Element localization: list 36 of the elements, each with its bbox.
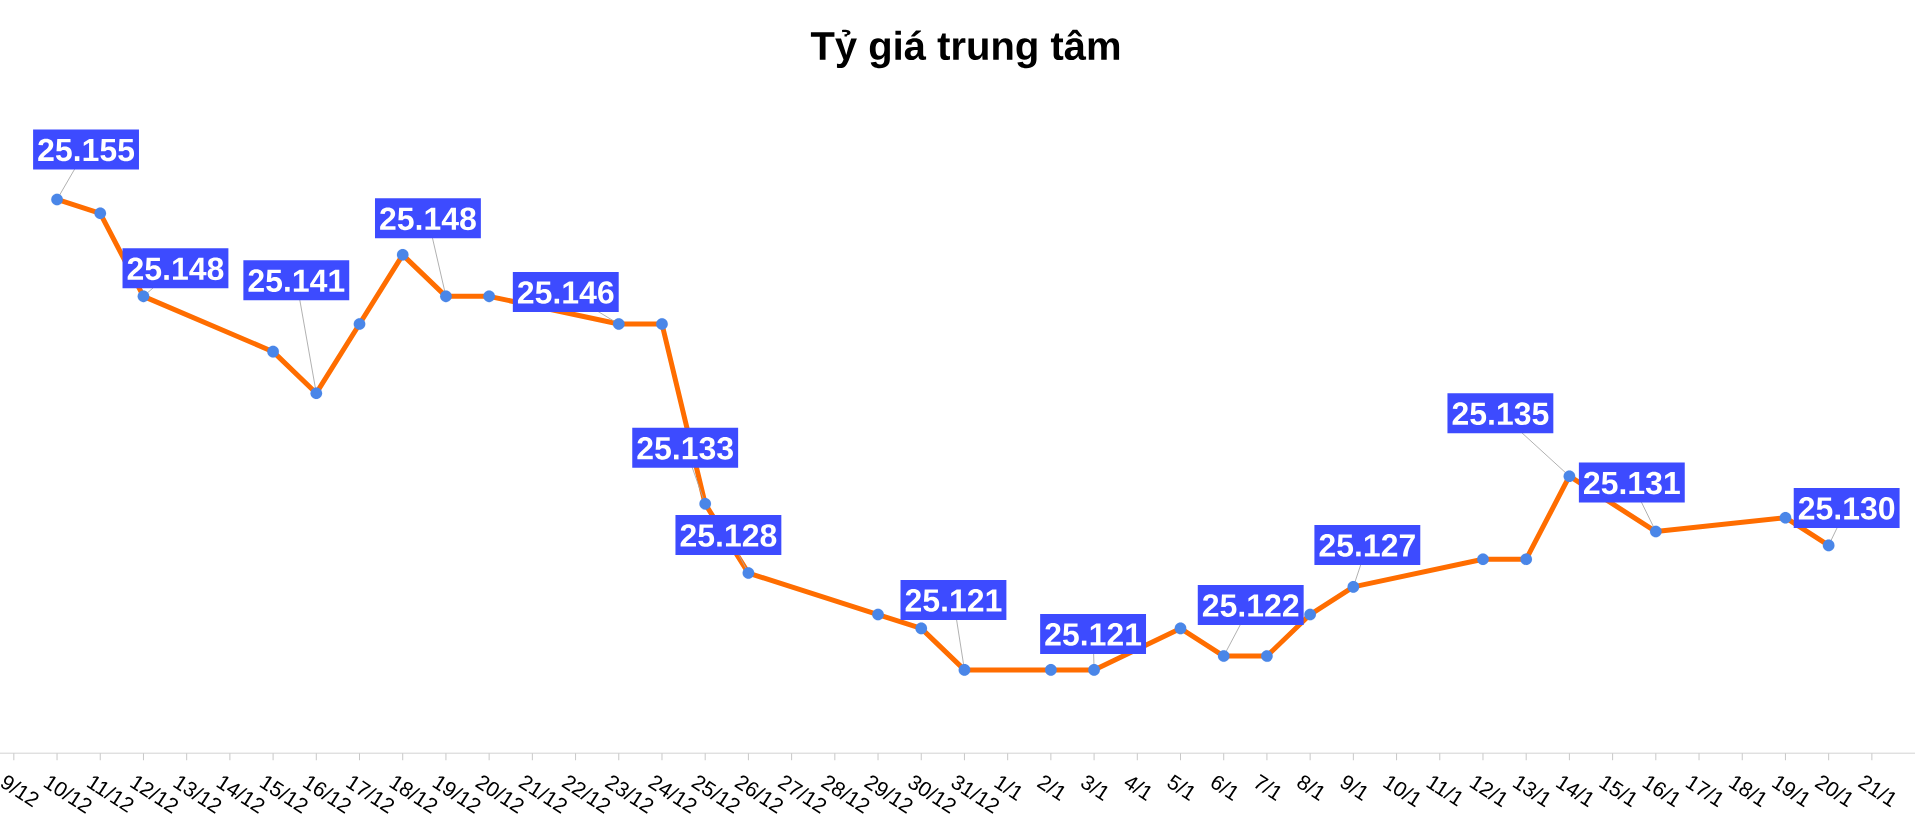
x-tick-label: 4/1 (1124, 777, 1151, 801)
data-label: 25.155 (38, 138, 135, 162)
x-tick-label: 14/1 (1555, 776, 1593, 808)
data-label: 25.121 (1045, 623, 1142, 646)
x-tick-label: 21/1 (1857, 775, 1896, 808)
x-tick-label: 8/1 (1297, 775, 1324, 801)
data-label: 25.133 (637, 437, 733, 460)
data-label: 25.122 (1202, 594, 1299, 617)
data-label: 25.148 (380, 207, 476, 231)
x-tick-label: 9/12 (1, 775, 39, 808)
chart-title: Tỷ giá trung tâm (810, 29, 1120, 69)
x-tick-label: 18/1 (1728, 776, 1766, 808)
x-tick-label: 7/1 (1255, 774, 1281, 801)
x-tick-label: 12/1 (1469, 776, 1507, 808)
x-tick-label: 2/1 (1036, 775, 1065, 801)
x-tick-label: 16/1 (1642, 776, 1680, 808)
x-tick-label: 15/1 (1598, 776, 1636, 808)
x-tick-label: 13/1 (1512, 776, 1550, 808)
data-label: 25.135 (1452, 402, 1549, 426)
x-tick-label: 19/1 (1771, 776, 1809, 808)
data-label: 25.141 (248, 269, 345, 292)
data-label: 25.146 (517, 281, 614, 304)
x-tick-label: 9/1 (1340, 775, 1367, 801)
data-label: 25.128 (680, 524, 777, 547)
x-tick-label: 5/1 (1167, 774, 1195, 801)
x-tick-label: 6/1 (1211, 775, 1238, 801)
data-label: 25.127 (1319, 534, 1415, 557)
data-label: 25.148 (127, 257, 224, 281)
data-label: 25.121 (905, 589, 1002, 612)
x-tick-label: 10/1 (1382, 776, 1420, 808)
x-tick-label: 17/1 (1685, 776, 1723, 808)
x-tick-label: 11/1 (1426, 776, 1462, 807)
x-tick-label: 20/1 (1814, 775, 1852, 808)
data-label: 25.130 (1798, 497, 1895, 520)
x-tick-label: 3/1 (1081, 775, 1108, 801)
data-label: 25.131 (1583, 471, 1680, 495)
